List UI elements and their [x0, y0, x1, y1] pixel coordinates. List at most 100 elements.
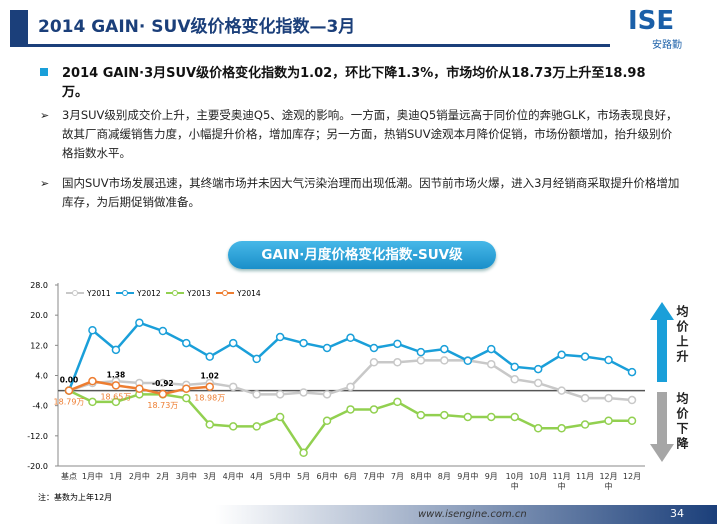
point: [135, 384, 144, 393]
x-tick-label: 5月: [297, 472, 311, 481]
logo-sub: 安路勤: [652, 40, 682, 51]
logo: ISE: [628, 6, 675, 36]
point: [88, 376, 97, 386]
point: [510, 362, 519, 372]
point: [416, 410, 426, 420]
price-label: 18.79万: [54, 398, 85, 407]
point: [580, 352, 590, 361]
point: [604, 355, 613, 365]
point: [64, 386, 74, 395]
point: [158, 389, 168, 399]
point: [205, 420, 214, 429]
x-tick-label: 6月中: [316, 472, 338, 481]
down-arrow: [650, 392, 674, 462]
chart-title: GAIN·月度价格变化指数-SUV级: [228, 241, 496, 269]
x-tick-label: 5月中: [269, 472, 291, 481]
point: [440, 344, 449, 354]
point: [299, 388, 308, 397]
x-tick-label: 2月: [156, 472, 170, 481]
point: [88, 326, 97, 335]
x-tick-label: 7月: [390, 472, 404, 481]
point: [275, 412, 285, 422]
point: [580, 420, 590, 429]
point: [369, 343, 379, 353]
title-accent: [10, 10, 28, 44]
point: [252, 422, 261, 431]
point: [533, 378, 543, 388]
value-label: -0.92: [152, 379, 174, 388]
point: [275, 390, 285, 399]
point: [322, 343, 332, 353]
y-tick-label: 4.0: [35, 372, 48, 381]
point: [557, 424, 566, 433]
legend-marker: [172, 290, 178, 296]
point: [416, 347, 426, 357]
point: [604, 416, 613, 425]
arrow-bullet: ➢: [40, 177, 50, 190]
y-tick-label: -4.0: [32, 402, 48, 411]
x-tick-label: 4月: [250, 472, 264, 481]
y-tick-label: 20.0: [30, 311, 48, 320]
x-tick-label: 11月: [575, 472, 595, 481]
x-tick-label: 2月中: [128, 472, 150, 481]
point: [557, 386, 566, 395]
point: [88, 397, 97, 407]
x-tick-label: 11月中: [552, 472, 571, 491]
x-tick-label: 1月中: [81, 472, 103, 481]
point: [604, 393, 613, 403]
point: [252, 354, 261, 364]
point: [346, 382, 355, 392]
title-rule: [10, 44, 610, 47]
bullet: 国内SUV市场发展迅速，其终端市场并未因大气污染治理而出现低潮。因节前市场火爆，…: [62, 176, 680, 209]
point: [440, 356, 449, 365]
point: [346, 333, 355, 343]
legend-label: Y2013: [186, 289, 211, 298]
point: [252, 390, 261, 399]
footer-url: www.isengine.com.cn: [418, 509, 527, 520]
point: [299, 338, 308, 348]
point: [111, 345, 121, 355]
y-tick-label: 28.0: [30, 281, 48, 290]
x-tick-label: 12月: [622, 472, 642, 481]
point: [205, 382, 214, 391]
point: [158, 326, 168, 336]
point: [487, 412, 496, 422]
x-tick-label: 8月中: [410, 472, 432, 481]
point: [182, 384, 191, 393]
y-tick-label: -12.0: [27, 432, 48, 441]
value-label: 1.02: [200, 372, 219, 381]
point: [627, 416, 637, 425]
down-label: 均价下降: [675, 392, 689, 452]
page-number: 34: [670, 507, 684, 520]
point: [557, 350, 566, 360]
point: [510, 375, 519, 384]
point: [533, 364, 543, 374]
legend-marker: [122, 290, 128, 296]
note: 注：基数为上年12月: [38, 493, 113, 502]
point: [228, 338, 238, 348]
series-line: [68, 389, 632, 455]
point: [627, 395, 637, 405]
value-label: 0.00: [60, 376, 79, 385]
y-tick-label: -20.0: [27, 462, 48, 471]
bullet: 3月SUV级别成交价上升，主要受奥迪Q5、途观的影响。一方面，奥迪Q5销量远高于…: [62, 108, 678, 160]
point: [369, 358, 379, 367]
point: [135, 318, 144, 327]
point: [463, 412, 473, 422]
point: [369, 405, 379, 414]
price-label: 18.98万: [194, 394, 225, 403]
price-label: 18.73万: [147, 401, 178, 410]
point: [228, 382, 238, 392]
point: [533, 424, 543, 433]
x-tick-label: 10月中: [505, 472, 524, 491]
x-tick-label: 9月: [484, 472, 498, 481]
up-arrow: [650, 302, 674, 382]
slide-title: 2014 GAIN· SUV级价格变化指数—3月: [38, 17, 356, 37]
point: [393, 397, 402, 407]
point: [182, 338, 191, 348]
x-tick-label: 7月中: [363, 472, 385, 481]
point: [440, 410, 449, 420]
bullet-square: [40, 68, 48, 76]
point: [463, 356, 473, 366]
